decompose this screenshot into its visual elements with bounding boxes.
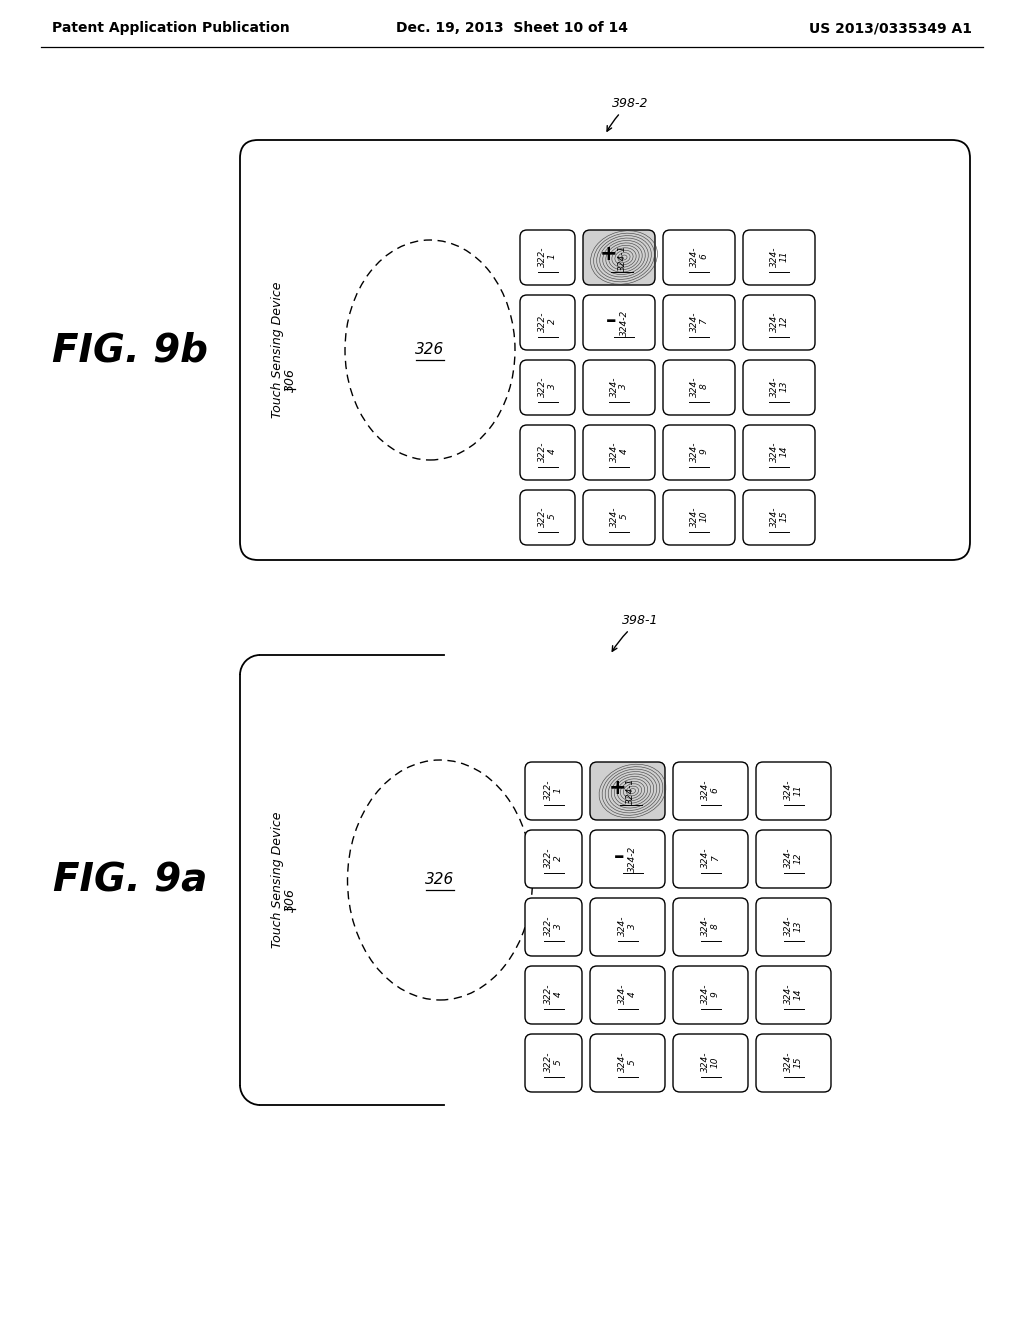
Text: 324-
5: 324- 5 — [609, 507, 629, 527]
Text: 322-
3: 322- 3 — [539, 376, 557, 397]
Text: 324-
3: 324- 3 — [618, 916, 637, 936]
FancyBboxPatch shape — [520, 294, 575, 350]
Text: US 2013/0335349 A1: US 2013/0335349 A1 — [809, 21, 972, 36]
FancyBboxPatch shape — [590, 966, 665, 1024]
Text: 324-
4: 324- 4 — [618, 983, 637, 1005]
Text: 324-1: 324-1 — [617, 244, 627, 271]
Text: 324-
15: 324- 15 — [770, 507, 788, 527]
Text: 324-
3: 324- 3 — [609, 376, 629, 397]
FancyBboxPatch shape — [663, 425, 735, 480]
Text: 306: 306 — [284, 888, 297, 912]
Text: 324-
6: 324- 6 — [701, 780, 720, 800]
FancyBboxPatch shape — [525, 898, 582, 956]
Text: 326: 326 — [425, 873, 455, 887]
FancyBboxPatch shape — [743, 230, 815, 285]
FancyBboxPatch shape — [673, 762, 748, 820]
Text: FIG. 9a: FIG. 9a — [53, 861, 207, 899]
Text: +: + — [600, 244, 617, 264]
FancyBboxPatch shape — [743, 490, 815, 545]
Text: 324-
12: 324- 12 — [770, 312, 788, 331]
FancyBboxPatch shape — [590, 830, 665, 888]
FancyBboxPatch shape — [743, 425, 815, 480]
FancyBboxPatch shape — [756, 898, 831, 956]
FancyBboxPatch shape — [525, 830, 582, 888]
Text: –: – — [606, 310, 616, 330]
Text: 322-
5: 322- 5 — [544, 1052, 563, 1072]
Text: –: – — [614, 847, 625, 867]
Text: 322-
4: 322- 4 — [539, 441, 557, 462]
Text: 324-
9: 324- 9 — [689, 441, 709, 462]
FancyBboxPatch shape — [743, 294, 815, 350]
Text: 324-
13: 324- 13 — [784, 916, 803, 936]
FancyBboxPatch shape — [583, 360, 655, 414]
Text: 324-
8: 324- 8 — [689, 376, 709, 397]
FancyBboxPatch shape — [673, 1034, 748, 1092]
FancyBboxPatch shape — [240, 140, 970, 560]
Text: 324-2: 324-2 — [628, 846, 637, 873]
Text: 324-
8: 324- 8 — [701, 916, 720, 936]
FancyBboxPatch shape — [520, 360, 575, 414]
FancyBboxPatch shape — [590, 1034, 665, 1092]
Text: 324-
14: 324- 14 — [784, 983, 803, 1005]
Text: 322-
1: 322- 1 — [539, 247, 557, 267]
Text: 324-
10: 324- 10 — [689, 507, 709, 527]
Text: 324-
7: 324- 7 — [701, 847, 720, 869]
Text: 324-
7: 324- 7 — [689, 312, 709, 331]
Text: Patent Application Publication: Patent Application Publication — [52, 21, 290, 36]
FancyBboxPatch shape — [583, 294, 655, 350]
Text: 322-
5: 322- 5 — [539, 507, 557, 527]
Text: 324-
4: 324- 4 — [609, 441, 629, 462]
Text: 324-
15: 324- 15 — [784, 1052, 803, 1072]
Text: 324-
11: 324- 11 — [784, 780, 803, 800]
FancyBboxPatch shape — [663, 230, 735, 285]
Text: 324-
5: 324- 5 — [618, 1052, 637, 1072]
Text: 322-
2: 322- 2 — [539, 312, 557, 331]
FancyBboxPatch shape — [663, 360, 735, 414]
FancyBboxPatch shape — [663, 294, 735, 350]
FancyBboxPatch shape — [663, 490, 735, 545]
Text: 324-
9: 324- 9 — [701, 983, 720, 1005]
FancyBboxPatch shape — [756, 762, 831, 820]
FancyBboxPatch shape — [520, 230, 575, 285]
FancyBboxPatch shape — [673, 966, 748, 1024]
FancyBboxPatch shape — [520, 425, 575, 480]
FancyBboxPatch shape — [756, 830, 831, 888]
Text: FIG. 9b: FIG. 9b — [52, 331, 208, 370]
FancyBboxPatch shape — [583, 425, 655, 480]
Text: 326: 326 — [416, 342, 444, 358]
FancyBboxPatch shape — [743, 360, 815, 414]
Text: 398-1: 398-1 — [612, 614, 658, 651]
Text: Touch Sensing Device: Touch Sensing Device — [271, 281, 285, 418]
Text: 324-1: 324-1 — [626, 777, 635, 804]
FancyBboxPatch shape — [583, 490, 655, 545]
FancyBboxPatch shape — [756, 1034, 831, 1092]
Text: 322-
4: 322- 4 — [544, 983, 563, 1005]
FancyBboxPatch shape — [525, 1034, 582, 1092]
Text: 322-
1: 322- 1 — [544, 780, 563, 800]
FancyBboxPatch shape — [673, 830, 748, 888]
Text: Touch Sensing Device: Touch Sensing Device — [271, 812, 285, 948]
FancyBboxPatch shape — [590, 898, 665, 956]
Text: 324-
10: 324- 10 — [701, 1052, 720, 1072]
Text: 398-2: 398-2 — [607, 96, 648, 131]
FancyBboxPatch shape — [525, 762, 582, 820]
Text: 324-2: 324-2 — [620, 309, 629, 335]
FancyBboxPatch shape — [520, 490, 575, 545]
FancyBboxPatch shape — [673, 898, 748, 956]
Text: 322-
2: 322- 2 — [544, 847, 563, 869]
Text: 324-
6: 324- 6 — [689, 247, 709, 267]
Text: 324-
11: 324- 11 — [770, 247, 788, 267]
Text: 324-
14: 324- 14 — [770, 441, 788, 462]
Text: +: + — [608, 777, 627, 799]
Text: Dec. 19, 2013  Sheet 10 of 14: Dec. 19, 2013 Sheet 10 of 14 — [396, 21, 628, 36]
FancyBboxPatch shape — [756, 966, 831, 1024]
FancyBboxPatch shape — [590, 762, 665, 820]
FancyBboxPatch shape — [583, 230, 655, 285]
Text: 324-
12: 324- 12 — [784, 847, 803, 869]
Text: 324-
13: 324- 13 — [770, 376, 788, 397]
Text: 306: 306 — [284, 368, 297, 392]
FancyBboxPatch shape — [525, 966, 582, 1024]
Text: 322-
3: 322- 3 — [544, 916, 563, 936]
